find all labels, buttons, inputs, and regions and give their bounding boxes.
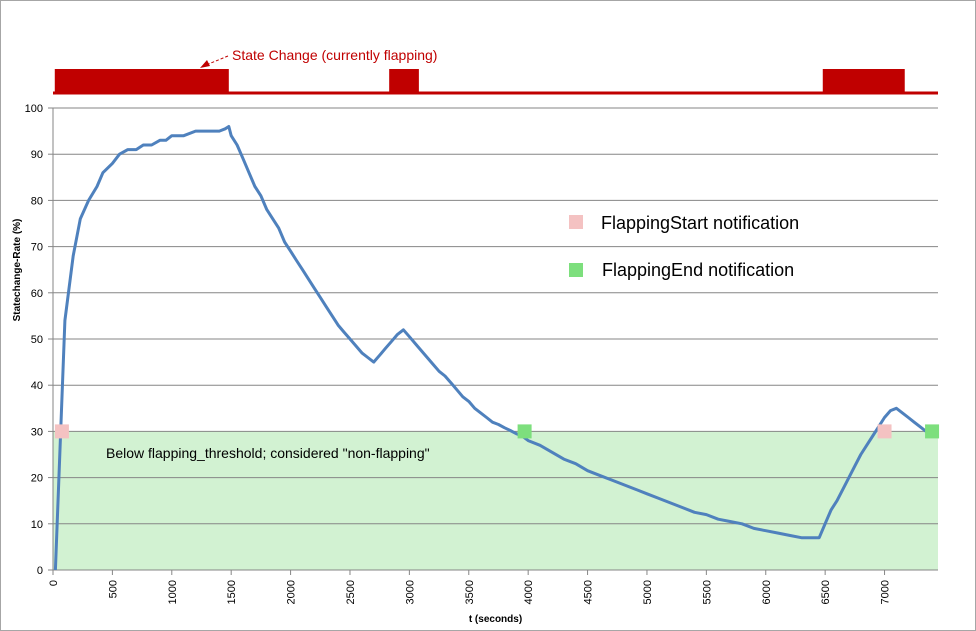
legend-flapping-end-swatch — [569, 263, 583, 277]
threshold-annotation: Below flapping_threshold; considered "no… — [106, 445, 430, 461]
y-tick-label: 40 — [31, 380, 43, 392]
state-change-arrow — [205, 55, 229, 66]
x-tick-label: 3500 — [464, 580, 476, 604]
y-tick-label: 10 — [31, 519, 43, 531]
y-tick-label: 100 — [25, 103, 43, 115]
legend-flapping-start-label: FlappingStart notification — [601, 213, 799, 233]
x-tick-label: 7000 — [880, 580, 892, 604]
y-tick-label: 20 — [31, 473, 43, 485]
x-tick-label: 4500 — [583, 580, 595, 604]
state-change-bar — [389, 69, 419, 94]
series-layer — [53, 125, 933, 571]
flapping-start-marker — [877, 424, 892, 439]
y-tick-label: 60 — [31, 288, 43, 300]
x-tick-label: 2000 — [286, 580, 298, 604]
state-change-bar — [54, 69, 229, 94]
y-tick-label: 70 — [31, 242, 43, 254]
x-tick-label: 2500 — [345, 580, 357, 604]
legend-flapping-start-swatch — [569, 215, 583, 229]
y-axis-title: Statechange-Rate (%) — [12, 219, 23, 322]
threshold-area — [53, 431, 938, 570]
y-tick-label: 80 — [31, 195, 43, 207]
y-tick-label: 30 — [31, 426, 43, 438]
state-change-track — [53, 69, 938, 95]
x-tick-label: 500 — [107, 580, 119, 598]
x-axis-title: t (seconds) — [469, 614, 522, 625]
x-tick-label: 3000 — [404, 580, 416, 604]
state-change-label: State Change (currently flapping) — [232, 47, 437, 63]
series-line — [53, 125, 933, 571]
x-tick-label: 6500 — [820, 580, 832, 604]
notification-markers — [54, 424, 940, 439]
axes — [48, 107, 938, 575]
x-tick-label: 0 — [48, 580, 60, 586]
state-change-bar — [822, 69, 905, 94]
y-tick-label: 0 — [37, 565, 43, 577]
x-tick-label: 5500 — [701, 580, 713, 604]
flapping-end-marker — [925, 424, 940, 439]
gridlines — [53, 107, 938, 525]
y-tick-label: 90 — [31, 149, 43, 161]
x-tick-label: 4000 — [523, 580, 535, 604]
y-tick-label: 50 — [31, 334, 43, 346]
flapping-end-marker — [517, 424, 532, 439]
x-tick-label: 1000 — [167, 580, 179, 604]
flapping-start-marker — [54, 424, 69, 439]
x-tick-label: 5000 — [642, 580, 654, 604]
x-tick-label: 6000 — [761, 580, 773, 604]
state-change-arrowhead — [200, 60, 210, 68]
legend-flapping-end-label: FlappingEnd notification — [602, 260, 794, 280]
x-tick-label: 1500 — [226, 580, 238, 604]
